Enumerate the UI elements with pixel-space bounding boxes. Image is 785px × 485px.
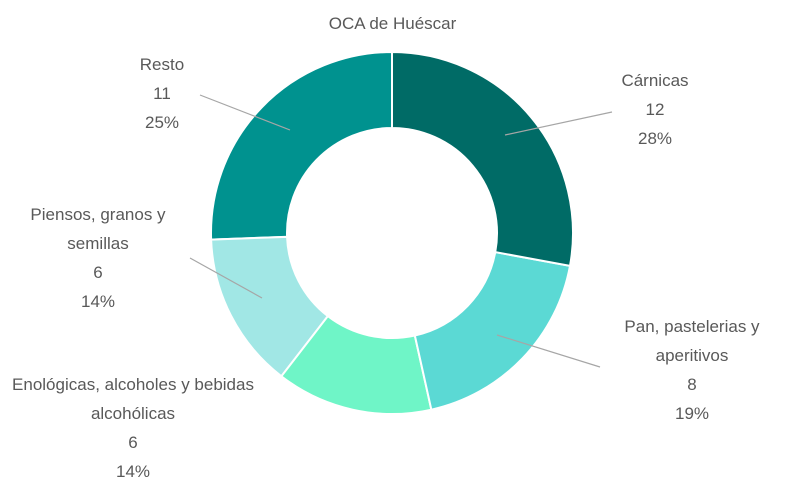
data-label: Resto 11 25%: [87, 50, 237, 137]
donut-slice: [210, 50, 393, 241]
label-name: Piensos, granos y semillas: [30, 205, 166, 253]
data-label: Piensos, granos y semillas 6 14%: [0, 200, 198, 316]
label-value: 6: [93, 263, 103, 282]
label-percent: 14%: [80, 292, 116, 311]
label-value: 8: [687, 375, 697, 394]
data-label: Pan, pastelerias y aperitivos 8 19%: [592, 312, 785, 428]
data-label: Cárnicas 12 28%: [555, 66, 755, 153]
label-percent: 25%: [144, 113, 180, 132]
label-name: Resto: [139, 55, 185, 74]
donut-slice: [391, 50, 574, 268]
label-name: Enológicas, alcoholes y bebidas alcohóli…: [12, 375, 254, 423]
label-percent: 28%: [637, 129, 673, 148]
label-name: Pan, pastelerias y aperitivos: [624, 317, 760, 365]
donut-slice: [413, 250, 572, 411]
data-label: Enológicas, alcoholes y bebidas alcohóli…: [0, 370, 268, 485]
chart-title: OCA de Huéscar: [328, 14, 457, 33]
label-name: Cárnicas: [621, 71, 689, 90]
label-percent: 14%: [115, 462, 151, 481]
leader-line: [189, 257, 263, 299]
leader-line: [496, 334, 601, 368]
label-value: 12: [645, 100, 665, 119]
label-value: 11: [153, 84, 171, 103]
label-percent: 19%: [674, 404, 710, 423]
leader-line: [504, 111, 613, 136]
label-value: 6: [128, 433, 138, 452]
donut-slice: [210, 235, 330, 378]
leader-line: [199, 94, 291, 131]
donut-slice: [279, 314, 433, 415]
